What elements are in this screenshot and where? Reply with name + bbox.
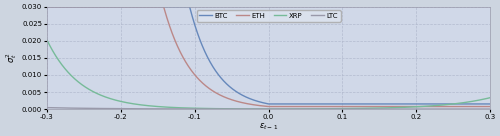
Line: LTC: LTC (47, 108, 490, 109)
XRP (487, 97, 493, 98)
XRP (266, 108, 272, 110)
XRP (44, 39, 50, 41)
ETH (393, 106, 399, 107)
XRP (248, 108, 254, 110)
ETH (487, 106, 493, 107)
ETH (66, 6, 72, 7)
ETH (248, 103, 254, 105)
BTC (393, 103, 399, 105)
ETH (260, 105, 266, 107)
X-axis label: $\epsilon_{t-1}$: $\epsilon_{t-1}$ (259, 121, 278, 132)
XRP (260, 108, 266, 110)
BTC (346, 103, 352, 105)
LTC (44, 107, 50, 108)
BTC (487, 103, 493, 105)
LTC (393, 108, 399, 110)
Y-axis label: $\sigma_t^2$: $\sigma_t^2$ (4, 52, 19, 63)
LTC (487, 108, 493, 110)
Legend: BTC, ETH, XRP, LTC: BTC, ETH, XRP, LTC (196, 10, 340, 22)
LTC (260, 108, 266, 110)
LTC (474, 108, 480, 110)
LTC (66, 107, 72, 109)
XRP (393, 107, 399, 108)
BTC (248, 98, 254, 100)
ETH (474, 106, 480, 107)
LTC (266, 108, 272, 110)
XRP (66, 73, 72, 75)
LTC (474, 108, 480, 110)
ETH (271, 106, 277, 107)
BTC (66, 6, 72, 7)
BTC (474, 103, 480, 105)
Line: BTC: BTC (47, 7, 490, 104)
Line: ETH: ETH (47, 7, 490, 106)
XRP (474, 100, 480, 101)
XRP (474, 100, 480, 101)
ETH (44, 6, 50, 7)
BTC (474, 103, 480, 105)
Line: XRP: XRP (47, 40, 490, 109)
ETH (474, 106, 480, 107)
BTC (260, 102, 266, 103)
LTC (248, 108, 254, 110)
BTC (44, 6, 50, 7)
